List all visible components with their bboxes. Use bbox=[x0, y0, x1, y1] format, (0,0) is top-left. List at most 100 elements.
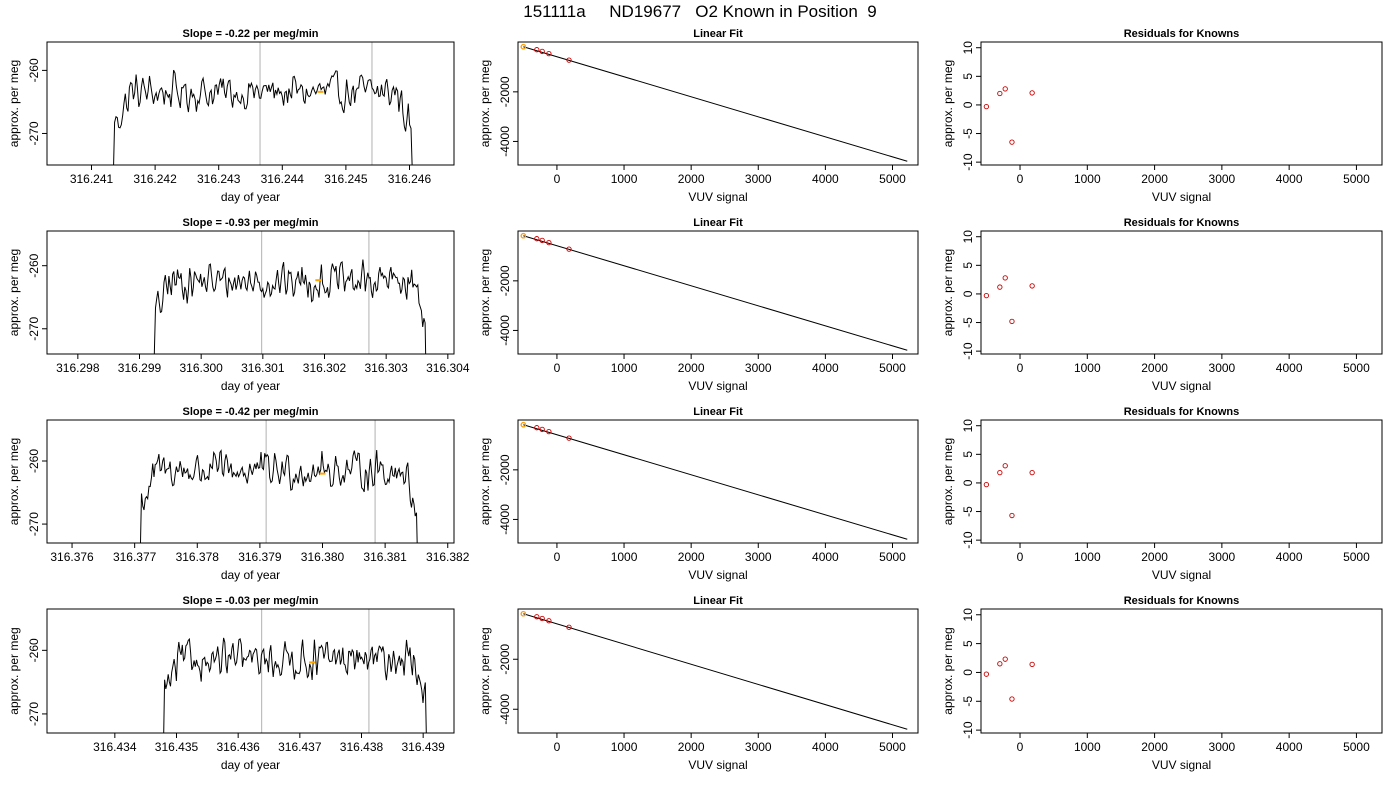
plot-area bbox=[983, 86, 1035, 145]
panel-linear-fit-3: Linear Fit 0 1000 2000 3000 4000 5000 VUV signa… bbox=[478, 406, 919, 582]
x-tick-label: 316.382 bbox=[426, 550, 470, 564]
x-tick-label: 316.246 bbox=[388, 172, 432, 186]
x-tick-label: 1000 bbox=[1074, 740, 1101, 754]
x-tick-label: 316.243 bbox=[197, 172, 241, 186]
x-tick-label: 4000 bbox=[1276, 172, 1303, 186]
known-point bbox=[520, 610, 527, 617]
y-tick-label: -5 bbox=[961, 317, 975, 328]
x-axis-label: VUV signal bbox=[688, 568, 747, 582]
plot-area bbox=[520, 610, 908, 730]
data-point bbox=[983, 103, 990, 110]
y-tick-label: -260 bbox=[27, 638, 41, 662]
data-point bbox=[983, 671, 990, 677]
known-point bbox=[520, 232, 527, 239]
y-tick-label: -4000 bbox=[498, 504, 512, 535]
x-tick-label: 316.244 bbox=[261, 172, 305, 186]
x-tick-label: 316.380 bbox=[301, 550, 345, 564]
timeseries-trace bbox=[139, 449, 418, 543]
panel-title: Linear Fit bbox=[693, 406, 743, 418]
x-axis-label: VUV signal bbox=[1152, 568, 1211, 582]
figure-title: 151111a ND19677 O2 Known in Position 9 bbox=[523, 2, 877, 21]
y-tick-label: 5 bbox=[961, 262, 975, 269]
x-tick-label: 316.298 bbox=[56, 361, 100, 375]
y-tick-label: 5 bbox=[961, 640, 975, 647]
x-axis-label: VUV signal bbox=[1152, 190, 1211, 204]
x-tick-label: 1000 bbox=[1074, 172, 1101, 186]
x-tick-label: 4000 bbox=[1276, 361, 1303, 375]
data-point bbox=[1002, 86, 1008, 92]
x-tick-label: 5000 bbox=[879, 740, 906, 754]
known-point bbox=[520, 421, 527, 428]
y-tick-label: 10 bbox=[961, 41, 975, 55]
data-point bbox=[534, 47, 540, 53]
y-axis-label: approx. per meg bbox=[478, 438, 492, 525]
x-tick-label: 5000 bbox=[879, 361, 906, 375]
plot-area bbox=[983, 463, 1035, 519]
x-tick-label: 2000 bbox=[678, 361, 705, 375]
y-tick-label: 10 bbox=[961, 419, 975, 433]
panel-title: Linear Fit bbox=[693, 217, 743, 229]
x-tick-label: 4000 bbox=[1276, 740, 1303, 754]
y-tick-label: -10 bbox=[961, 153, 975, 171]
x-axis-label: day of year bbox=[221, 758, 280, 772]
y-axis-label: approx. per meg bbox=[478, 627, 492, 714]
y-tick-label: 10 bbox=[961, 608, 975, 622]
panel-title: Slope = -0.22 per meg/min bbox=[182, 28, 318, 40]
x-tick-label: 316.245 bbox=[324, 172, 368, 186]
plot-area bbox=[163, 609, 427, 733]
y-tick-label: -4000 bbox=[498, 694, 512, 725]
x-axis-label: VUV signal bbox=[1152, 379, 1211, 393]
x-tick-label: 5000 bbox=[1343, 550, 1370, 564]
data-point bbox=[534, 614, 540, 620]
y-axis-label: approx. per meg bbox=[478, 60, 492, 147]
data-point bbox=[1029, 661, 1035, 668]
panel-linear-fit-2: Linear Fit 0 1000 2000 3000 4000 5000 VUV signa… bbox=[478, 217, 919, 393]
x-tick-label: 1000 bbox=[1074, 361, 1101, 375]
data-point bbox=[1009, 318, 1015, 325]
x-tick-label: 5000 bbox=[1343, 740, 1370, 754]
y-tick-label: 0 bbox=[961, 479, 975, 486]
plot-frame bbox=[46, 230, 455, 355]
y-tick-label: -4000 bbox=[498, 315, 512, 346]
plot-frame bbox=[980, 230, 1383, 355]
x-tick-label: 0 bbox=[1017, 550, 1024, 564]
x-tick-label: 316.301 bbox=[241, 361, 285, 375]
y-tick-label: -270 bbox=[27, 316, 41, 340]
y-axis-label: approx. per meg bbox=[941, 60, 955, 147]
panel-title: Linear Fit bbox=[693, 28, 743, 40]
x-tick-label: 3000 bbox=[745, 361, 772, 375]
plot-area bbox=[139, 420, 418, 543]
data-point bbox=[983, 481, 990, 488]
x-tick-label: 2000 bbox=[678, 550, 705, 564]
panel-title: Slope = -0.42 per meg/min bbox=[182, 406, 318, 418]
known-point bbox=[520, 43, 527, 50]
data-point bbox=[997, 469, 1003, 476]
y-tick-label: -260 bbox=[27, 449, 41, 473]
y-axis-label: approx. per meg bbox=[7, 438, 21, 525]
x-tick-label: 0 bbox=[1017, 740, 1024, 754]
timeseries-trace bbox=[153, 259, 427, 354]
y-tick-label: 0 bbox=[961, 101, 975, 108]
x-tick-label: 5000 bbox=[1343, 172, 1370, 186]
plot-area bbox=[520, 43, 908, 162]
panel-title: Linear Fit bbox=[693, 595, 743, 607]
plot-area bbox=[153, 231, 427, 354]
x-tick-label: 316.381 bbox=[363, 550, 407, 564]
data-point bbox=[566, 435, 572, 441]
x-tick-label: 2000 bbox=[1141, 172, 1168, 186]
x-tick-label: 1000 bbox=[1074, 550, 1101, 564]
x-tick-label: 316.242 bbox=[133, 172, 177, 186]
fit-line bbox=[523, 424, 908, 540]
y-tick-label: 0 bbox=[961, 669, 975, 676]
x-axis-label: VUV signal bbox=[688, 379, 747, 393]
x-tick-label: 0 bbox=[554, 172, 561, 186]
data-point bbox=[566, 246, 572, 252]
x-tick-label: 316.304 bbox=[426, 361, 470, 375]
panel-timeseries-3: Slope = -0.42 per meg/min 316.376 316.377 3… bbox=[7, 406, 470, 582]
data-point bbox=[534, 425, 540, 431]
y-axis-label: approx. per meg bbox=[941, 249, 955, 336]
x-tick-label: 2000 bbox=[1141, 740, 1168, 754]
y-axis-label: approx. per meg bbox=[7, 60, 21, 147]
data-point bbox=[546, 429, 552, 435]
